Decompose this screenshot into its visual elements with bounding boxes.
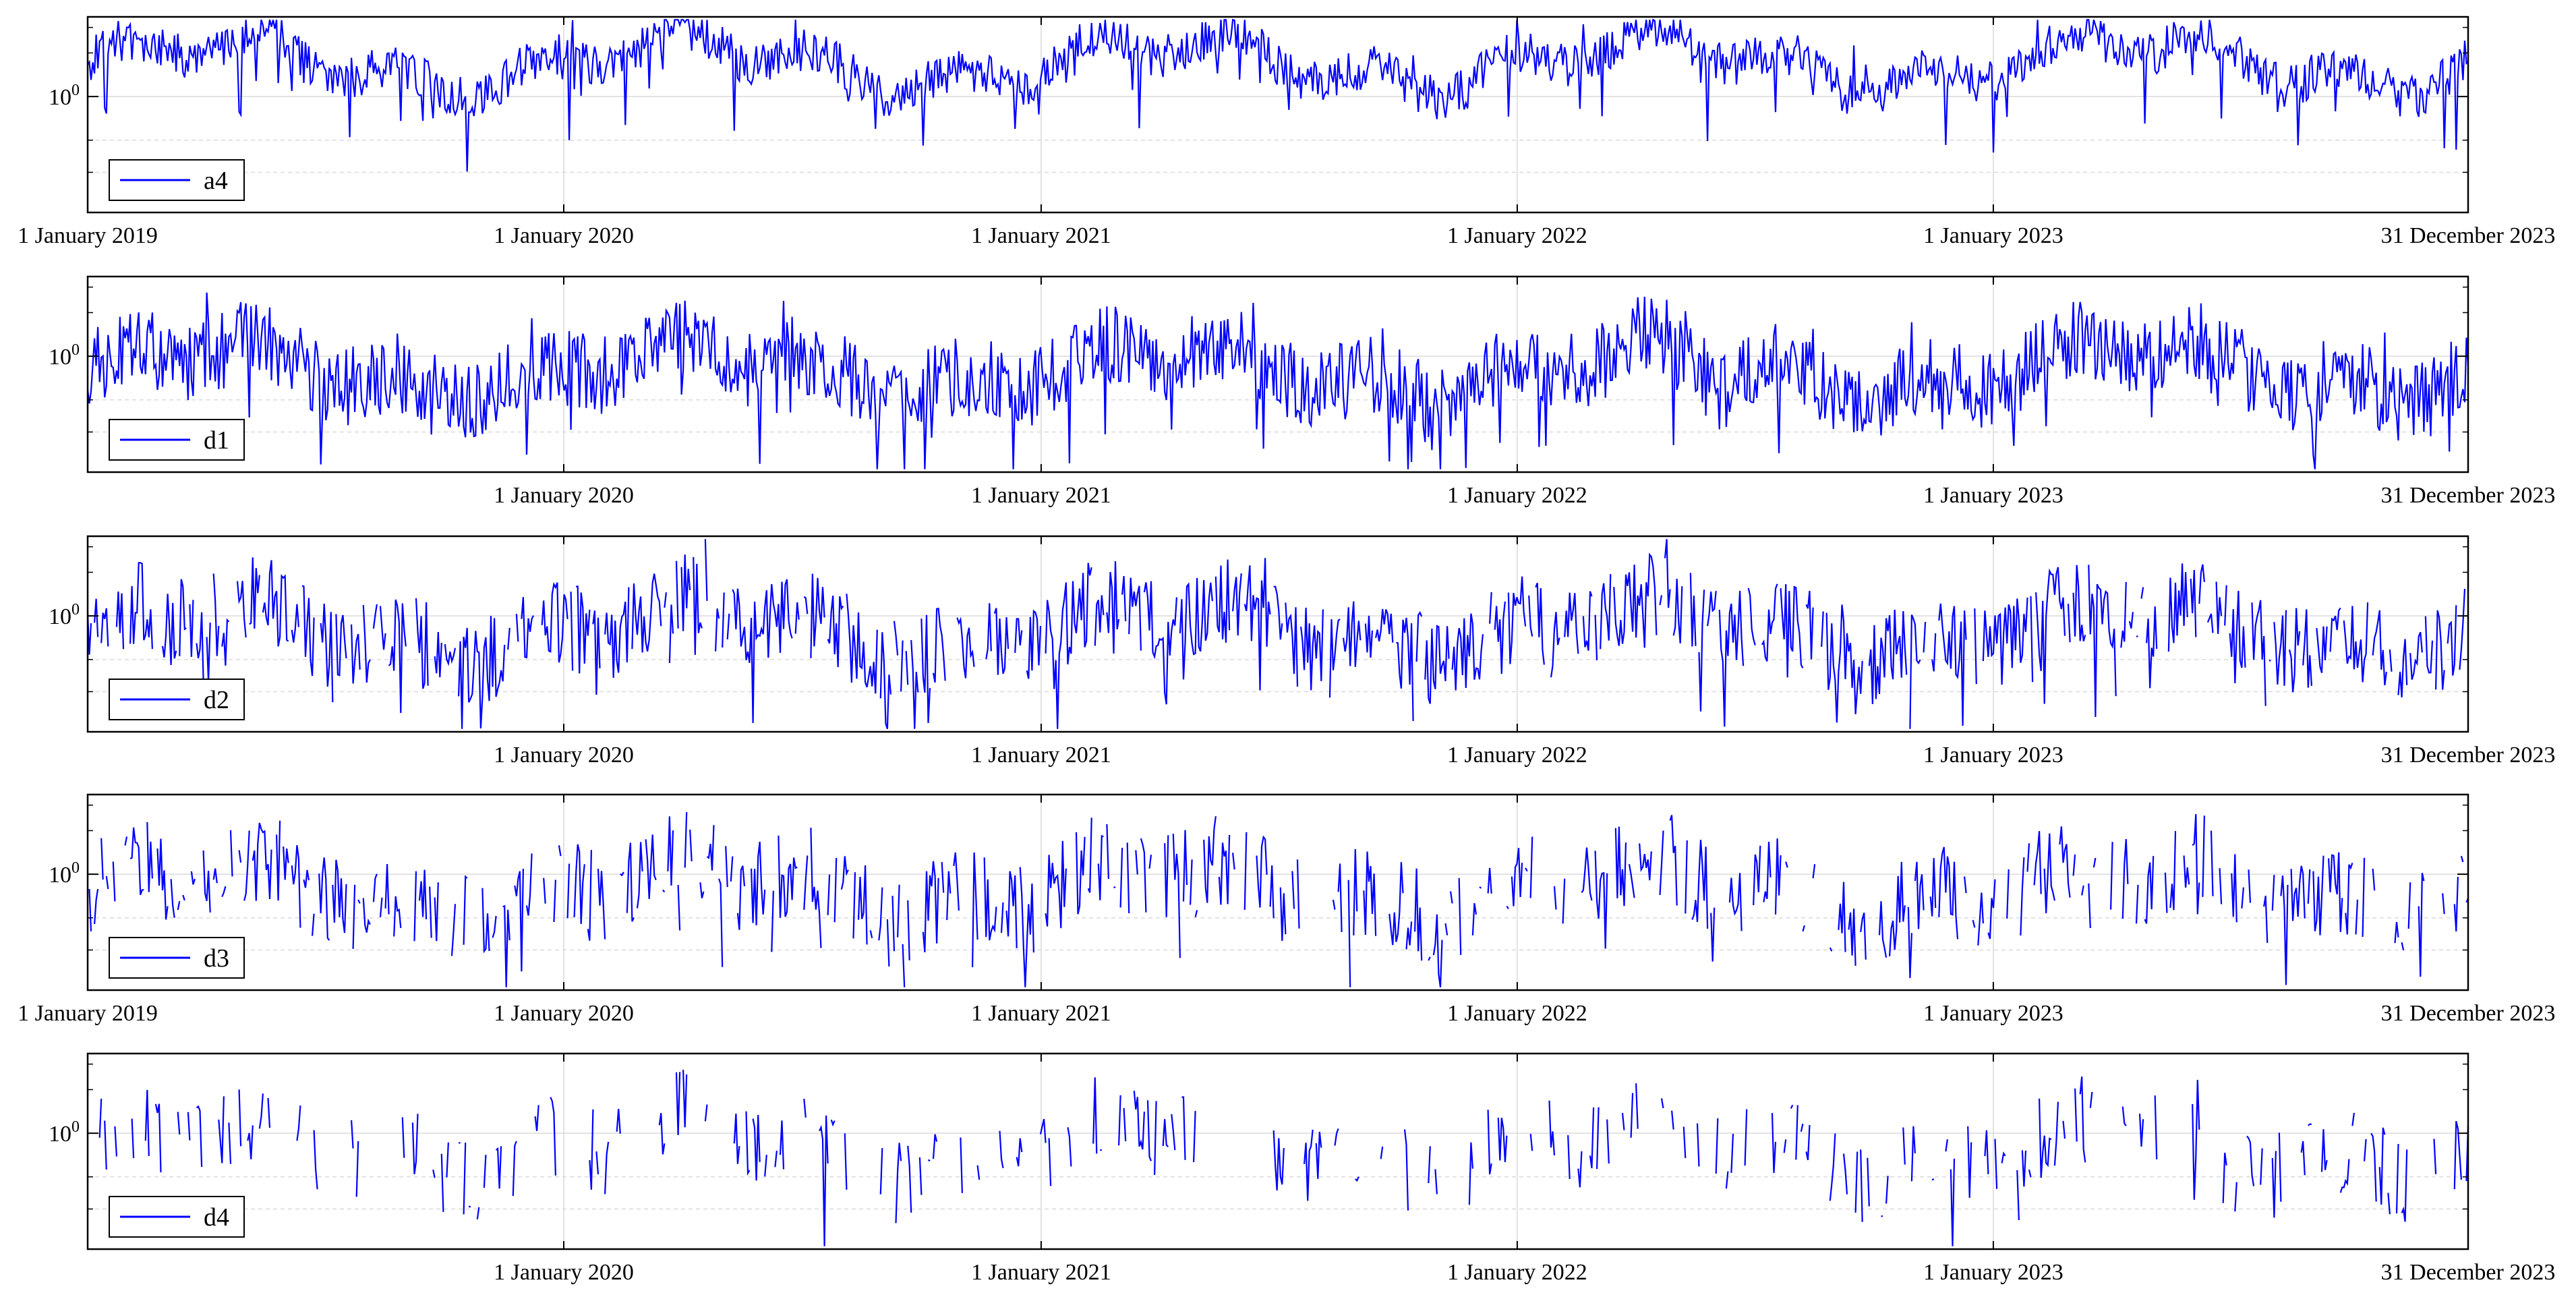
x-tick-label: 1 January 2022: [1447, 483, 1587, 508]
x-tick-label: 1 January 2023: [1923, 1260, 2063, 1285]
legend: d2: [109, 679, 245, 720]
panel-d1: 1 January 2020 1 January 2021 1 January 20…: [49, 275, 2556, 508]
x-tick-label: 1 January 2022: [1447, 1260, 1587, 1285]
x-tick-label: 1 January 2020: [494, 483, 634, 508]
legend: d4: [109, 1196, 245, 1238]
panel-a4: 1 January 2019 1 January 2020 1 January 20…: [18, 16, 2556, 248]
legend-label: d1: [204, 426, 229, 455]
x-tick-label: 1 January 2021: [971, 743, 1111, 768]
x-tick-label: 1 January 2021: [971, 1001, 1111, 1026]
legend-label: d2: [204, 686, 229, 714]
y-tick-label: 100: [49, 1118, 80, 1147]
legend: d3: [109, 937, 245, 979]
x-tick-label: 1 January 2019: [18, 223, 158, 248]
x-tick-label: 31 December 2023: [2381, 1001, 2556, 1026]
x-tick-label: 1 January 2023: [1923, 483, 2063, 508]
x-tick-label: 1 January 2020: [494, 1260, 634, 1285]
x-tick-label: 31 December 2023: [2381, 483, 2556, 508]
x-tick-label: 1 January 2021: [971, 483, 1111, 508]
y-tick-label: 100: [49, 859, 80, 888]
x-tick-label: 1 January 2020: [494, 743, 634, 768]
series-line-d4: [98, 1070, 2468, 1246]
series-line-d1: [88, 292, 2468, 469]
x-tick-label: 1 January 2023: [1923, 1001, 2063, 1026]
x-tick-label: 31 December 2023: [2381, 1260, 2556, 1285]
series-line-a4: [88, 18, 2468, 172]
legend-label: d3: [204, 944, 229, 973]
x-tick-label: 1 January 2022: [1447, 743, 1587, 768]
y-tick-label: 100: [49, 601, 80, 629]
x-tick-label: 1 January 2021: [971, 223, 1111, 248]
panel-d3: 1 January 2019 1 January 2020 1 January 20…: [18, 793, 2556, 1026]
series-line-d2: [88, 539, 2468, 728]
series-line-d3: [88, 812, 2468, 987]
x-tick-label: 1 January 2023: [1923, 743, 2063, 768]
x-tick-label: 1 January 2020: [494, 1001, 634, 1026]
x-tick-label: 1 January 2019: [18, 1001, 158, 1026]
panel-d2: 1 January 2020 1 January 2021 1 January 20…: [49, 535, 2556, 768]
axes-box: [86, 275, 2469, 473]
x-tick-label: 31 December 2023: [2381, 223, 2556, 248]
x-tick-label: 1 January 2023: [1923, 223, 2063, 248]
y-tick-label: 100: [49, 341, 80, 370]
legend-label: a4: [204, 167, 228, 195]
axes-box: [86, 1052, 2469, 1250]
legend: d1: [109, 419, 245, 461]
panel-d4: 1 January 2020 1 January 2021 1 January 20…: [49, 1052, 2556, 1285]
axes-box: [86, 16, 2469, 214]
x-tick-label: 1 January 2022: [1447, 1001, 1587, 1026]
legend: a4: [109, 159, 245, 201]
x-tick-label: 1 January 2020: [494, 223, 634, 248]
axes-box: [86, 535, 2469, 733]
x-tick-label: 31 December 2023: [2381, 743, 2556, 768]
axes-box: [86, 793, 2469, 991]
legend-label: d4: [204, 1203, 229, 1232]
x-tick-label: 1 January 2022: [1447, 223, 1587, 248]
x-tick-label: 1 January 2021: [971, 1260, 1111, 1285]
y-tick-label: 100: [49, 82, 80, 110]
